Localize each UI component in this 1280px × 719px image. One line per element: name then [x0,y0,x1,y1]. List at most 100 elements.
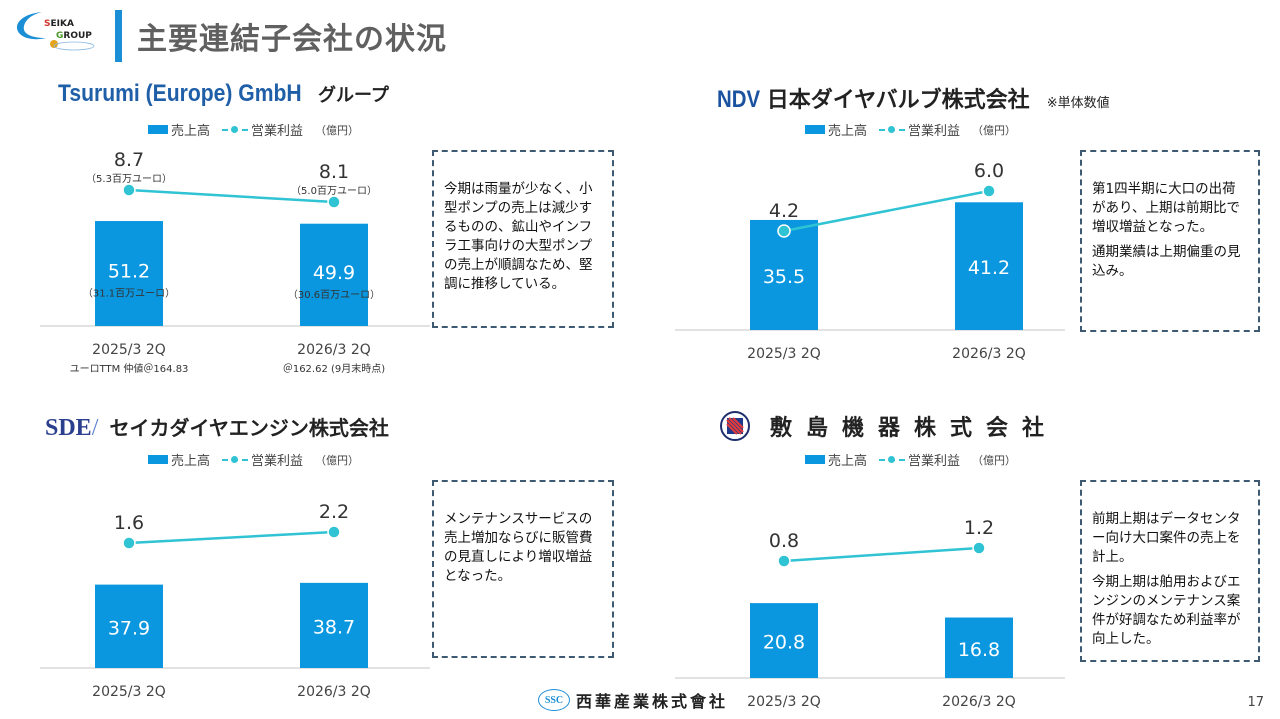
bar-sales [955,202,1023,330]
line-point [982,184,996,198]
bar-sublabel: （31.1百万ユーロ） [83,288,175,300]
line-value-label: 8.7 [114,149,144,171]
x-tick-label: 2025/3 2Q [92,342,166,358]
comment-box: 前期上期はデータセンター向け大口案件の売上を計上。 今期上期は舶用およびエンジン… [1080,480,1260,662]
chart-legend: 売上高 営業利益 （億円） [148,120,359,139]
bar-value-label: 20.8 [763,632,805,654]
line-value-label: 0.8 [769,530,799,552]
legend-profit-label: 営業利益 [908,454,961,469]
comment-text: 通期業績は上期偏重の見込み。 [1092,244,1241,279]
chart-legend: 売上高 営業利益 （億円） [805,450,1016,469]
chart: 20.8 16.8 0.8 1.2 2025/3 2Q 2026/3 2Q [675,468,1075,710]
line-value-label: 8.1 [319,161,349,183]
company-name-jp: セイカダイヤエンジン株式会社 [109,416,389,440]
bar-value-label: 16.8 [958,639,1000,661]
bar-value-label: 35.5 [763,266,805,288]
footer-logo: SSC 西華産業株式會社 [538,688,728,712]
comment-text: メンテナンスサービスの売上増加ならびに販管費の見直しにより増収増益となった。 [444,511,593,584]
bar-sales [300,582,368,668]
line-value-label: 2.2 [319,501,349,523]
title-accent-bar [115,10,122,62]
line-profit [128,530,335,545]
x-tick-label: 2026/3 2Q [297,342,371,358]
chart: 37.9 38.7 1.6 2.2 2025/3 2Q 2026/3 2Q [40,468,440,708]
panel-ndv: NDV 日本ダイヤバルブ株式会社 ※単体数値 売上高 営業利益 （億円） 35.… [675,78,1275,378]
legend-profit-label: 営業利益 [908,124,961,139]
legend-sales-label: 売上高 [828,124,868,139]
footer-company-name: 西華産業株式會社 [576,692,729,711]
bar-value-label: 37.9 [108,617,150,639]
bar-sales [750,603,818,678]
company-title: Tsurumi (Europe) GmbH グループ [58,80,389,108]
legend-bar-swatch [148,125,168,134]
legend-bar-swatch [148,455,168,464]
comment-text: 第1四半期に大口の出荷があり、上期は前期比で増収増益となった。 [1092,181,1240,235]
chart-svg: 51.2 （31.1百万ユーロ） 49.9 （30.6百万ユーロ） 8.7 （5.3百万ユ… [40,149,430,375]
x-tick-sublabel: ＠162.62 (9月末時点) [283,362,385,375]
bar-sales [300,223,368,326]
legend-bar-swatch [805,455,825,464]
comment-box: 第1四半期に大口の出荷があり、上期は前期比で増収増益となった。 通期業績は上期偏… [1080,150,1260,332]
legend-sales-label: 売上高 [171,454,211,469]
ssc-logo-icon: SSC [538,689,570,711]
company-title: SDE/ セイカダイヤエンジン株式会社 [45,412,389,442]
line-value-label: 1.6 [114,512,144,534]
x-tick-label: 2026/3 2Q [297,684,371,700]
chart-svg: 20.8 16.8 0.8 1.2 2025/3 2Q 2026/3 2Q [675,517,1065,710]
chart-svg: 35.5 41.2 4.2 6.0 2025/3 2Q 2026/3 2Q [675,160,1065,362]
comment-text: 今期は雨量が少なく、小型ポンプの売上は減少するものの、鉱山やインフラ工事向けの大… [444,181,593,292]
page-title: 主要連結子会社の状況 [137,22,447,57]
bar-value-label: 49.9 [313,262,355,284]
line-point [972,541,986,555]
legend-line-swatch [222,455,249,464]
bar-value-label: 51.2 [108,261,150,283]
company-name-en: Tsurumi (Europe) GmbH [58,80,302,107]
company-name-en: SDE [45,415,92,441]
x-tick-label: 2026/3 2Q [942,694,1016,710]
bar-sales [750,219,818,330]
comment-box: メンテナンスサービスの売上増加ならびに販管費の見直しにより増収増益となった。 [432,480,614,658]
company-name-jp: グループ [317,85,389,106]
svg-text:GROUP: GROUP [56,31,92,41]
panel-shikishima: 敷島機器株式会社 売上高 営業利益 （億円） 20.8 16.8 0.8 1.2 202… [675,408,1275,710]
x-tick-label: 2026/3 2Q [952,346,1026,362]
panel-tsurumi: Tsurumi (Europe) GmbH グループ 売上高 営業利益 （億円）… [40,78,640,378]
legend-sales-label: 売上高 [828,454,868,469]
line-point [777,554,791,568]
line-profit [783,189,990,233]
legend-profit-label: 営業利益 [251,124,304,139]
legend-unit: （億円） [972,453,1017,467]
x-tick-sublabel: ユーロTTM 仲値＠164.83 [70,362,189,375]
line-point [122,536,136,550]
x-tick-label: 2025/3 2Q [92,684,166,700]
legend-line-swatch [879,455,906,464]
shikishima-emblem-icon [720,411,750,441]
line-value-label: 6.0 [974,160,1004,182]
legend-unit: （億円） [972,123,1017,137]
bar-value-label: 38.7 [313,616,355,638]
chart-legend: 売上高 営業利益 （億円） [148,450,359,469]
chart: 35.5 41.2 4.2 6.0 2025/3 2Q 2026/3 2Q [675,138,1075,378]
company-name-jp: 敷島機器株式会社 [770,416,1059,441]
x-tick-label: 2025/3 2Q [747,346,821,362]
bar-value-label: 41.2 [968,257,1010,279]
line-value-label: 4.2 [769,200,799,222]
chart-legend: 売上高 営業利益 （億円） [805,120,1016,139]
legend-sales-label: 売上高 [171,124,211,139]
bar-sales [945,617,1013,678]
line-point [122,183,136,197]
seika-group-logo: SEIKA GROUP [16,12,95,51]
line-point [777,224,791,238]
company-note: ※単体数値 [1046,96,1110,111]
legend-line-swatch [222,125,249,134]
line-point [327,195,341,209]
bar-sales [95,584,163,668]
legend-line-swatch [879,125,906,134]
company-name-jp: 日本ダイヤバルブ株式会社 [766,88,1030,113]
chart-svg: 37.9 38.7 1.6 2.2 2025/3 2Q 2026/3 2Q [40,501,430,700]
chart: 51.2 （31.1百万ユーロ） 49.9 （30.6百万ユーロ） 8.7 （5.3百万ユ… [40,138,440,378]
line-profit [128,188,335,204]
company-title: NDV 日本ダイヤバルブ株式会社 ※単体数値 [717,82,1110,114]
bar-sales [95,221,163,326]
legend-unit: （億円） [315,123,360,137]
